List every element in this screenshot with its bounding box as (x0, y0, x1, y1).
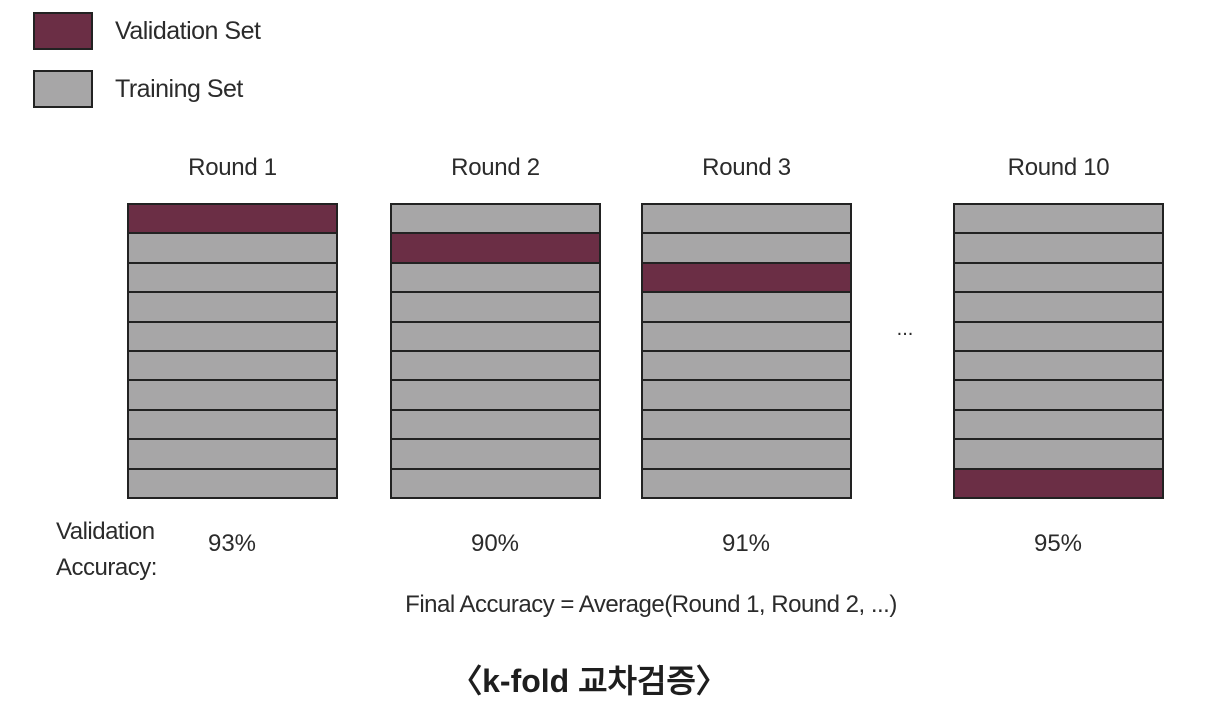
legend-label-training: Training Set (115, 74, 243, 103)
training-fold (129, 469, 336, 498)
training-fold (129, 234, 336, 264)
training-fold (643, 469, 850, 498)
diagram-caption: 〈k-fold 교차검증〉 (450, 663, 728, 699)
round-3-folds (641, 203, 852, 499)
legend-label-validation: Validation Set (115, 16, 261, 45)
training-fold (955, 293, 1162, 323)
round-3-title: Round 3 (702, 154, 791, 181)
training-fold (955, 410, 1162, 441)
final-accuracy-formula: Final Accuracy = Average(Round 1, Round … (405, 591, 897, 618)
round-1-title: Round 1 (188, 154, 277, 181)
training-fold (392, 205, 599, 235)
round-1-folds (127, 203, 338, 499)
training-fold (643, 352, 850, 382)
training-fold (955, 352, 1162, 382)
training-fold (392, 410, 599, 441)
training-fold (955, 381, 1162, 411)
training-fold (643, 293, 850, 323)
training-fold (643, 205, 850, 235)
validation-swatch (33, 12, 93, 50)
round-2-accuracy: 90% (470, 530, 520, 557)
training-fold (129, 322, 336, 353)
omitted-rounds-ellipsis: ... (896, 318, 914, 340)
training-fold (129, 263, 336, 294)
validation-fold (643, 263, 850, 294)
round-10-folds (953, 203, 1164, 499)
legend-item-training: Training Set (33, 70, 243, 108)
training-fold (129, 352, 336, 382)
training-fold (643, 410, 850, 441)
training-fold (955, 205, 1162, 235)
round-2-folds (390, 203, 601, 499)
training-swatch (33, 70, 93, 108)
training-fold (392, 352, 599, 382)
validation-fold (392, 234, 599, 264)
round-2-title: Round 2 (451, 154, 540, 181)
round-1-accuracy: 93% (207, 530, 257, 557)
training-fold (392, 322, 599, 353)
training-fold (129, 410, 336, 441)
training-fold (643, 234, 850, 264)
training-fold (392, 263, 599, 294)
training-fold (392, 381, 599, 411)
validation-accuracy-label: Validation Accuracy: (56, 514, 157, 586)
training-fold (129, 381, 336, 411)
validation-fold (955, 469, 1162, 498)
round-10-accuracy: 95% (1033, 530, 1083, 557)
training-fold (129, 293, 336, 323)
round-3-accuracy: 91% (721, 530, 771, 557)
training-fold (955, 322, 1162, 353)
training-fold (392, 440, 599, 470)
training-fold (643, 381, 850, 411)
accuracy-label-line-1: Validation (56, 518, 155, 545)
training-fold (955, 234, 1162, 264)
training-fold (129, 440, 336, 470)
legend-item-validation: Validation Set (33, 12, 261, 50)
training-fold (955, 263, 1162, 294)
accuracy-label-line-2: Accuracy: (56, 554, 157, 581)
validation-fold (129, 205, 336, 235)
training-fold (955, 440, 1162, 470)
round-10-title: Round 10 (1007, 154, 1110, 181)
training-fold (392, 469, 599, 498)
training-fold (392, 293, 599, 323)
training-fold (643, 440, 850, 470)
training-fold (643, 322, 850, 353)
